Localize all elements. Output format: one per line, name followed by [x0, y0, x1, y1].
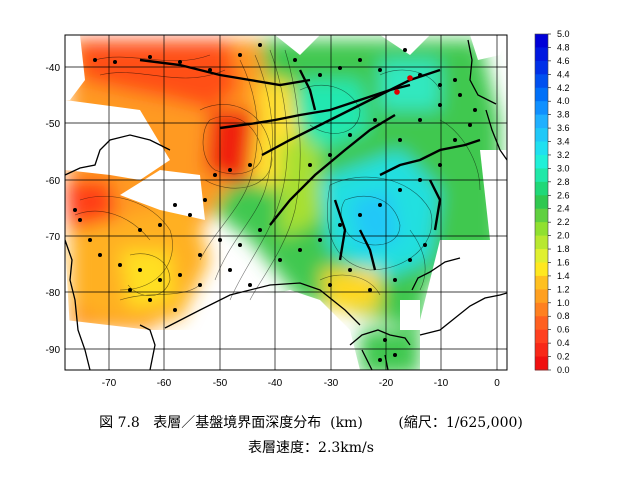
- scale-swatch: [535, 101, 548, 116]
- scale-swatch: [535, 34, 548, 48]
- scale-swatch: [535, 302, 548, 317]
- scale-swatch: [535, 74, 548, 89]
- scale-label: 0.8: [557, 311, 570, 321]
- plot-frame: [64, 34, 508, 371]
- scale-swatch: [535, 128, 548, 143]
- y-tick-label: -50: [46, 119, 61, 130]
- scale-label: 5.0: [557, 29, 570, 39]
- scale-label: 4.6: [557, 56, 570, 66]
- scale-swatch: [535, 289, 548, 304]
- scale-label: 4.2: [557, 83, 570, 93]
- y-axis: -40 -50 -60 -70 -80 -90: [46, 63, 61, 356]
- scale-swatch: [535, 87, 548, 102]
- scale-swatch: [535, 47, 548, 62]
- scale-label: 1.2: [557, 284, 570, 294]
- scale-swatch: [535, 208, 548, 223]
- scale-label: 0.0: [557, 365, 570, 375]
- velocity-note: 表層速度：2.3km/s: [248, 440, 374, 456]
- y-tick-label: -90: [46, 345, 61, 356]
- scale-label: 2.6: [557, 190, 570, 200]
- color-scale-legend: 5.0 4.8 4.6 4.4 4.2 4.0 3.8 3.6 3.4 3.2 3.0 2.8 2.6 2…: [534, 29, 570, 375]
- scale-swatch: [535, 154, 548, 169]
- scale-swatch: [535, 168, 548, 183]
- scale-swatch: [535, 195, 548, 210]
- x-tick-label: -10: [434, 378, 449, 389]
- scale-note: (縮尺：1/625,000): [398, 415, 523, 431]
- x-tick-label: 0: [494, 378, 500, 389]
- grid-lines: [65, 35, 507, 370]
- scale-swatch: [535, 316, 548, 331]
- scale-swatch: [535, 235, 548, 250]
- scale-label: 3.6: [557, 123, 570, 133]
- scale-label: 1.0: [557, 298, 570, 308]
- scale-label: 3.8: [557, 110, 570, 120]
- scale-swatch: [535, 329, 548, 344]
- x-tick-label: -20: [379, 378, 394, 389]
- scale-swatch: [535, 275, 548, 290]
- scale-label: 3.2: [557, 150, 570, 160]
- x-tick-label: -30: [324, 378, 339, 389]
- scale-label: 0.4: [557, 338, 570, 348]
- scale-label: 4.8: [557, 42, 570, 52]
- scale-label: 3.4: [557, 137, 570, 147]
- scale-swatch: [535, 222, 548, 237]
- scale-frame: [534, 33, 549, 371]
- figure-title: 表層／基盤境界面深度分布: [153, 415, 322, 431]
- y-tick-label: -70: [46, 232, 61, 243]
- scale-label: 2.8: [557, 177, 570, 187]
- figure-number: 図 7.8: [99, 415, 140, 431]
- scale-label: 1.6: [557, 257, 570, 267]
- scale-swatch: [535, 181, 548, 196]
- scale-swatch: [535, 114, 548, 129]
- figure-caption: 図 7.8 表層／基盤境界面深度分布 (km) (縮尺：1/625,000): [0, 412, 622, 432]
- x-tick-label: -60: [157, 378, 172, 389]
- scale-swatch: [535, 262, 548, 277]
- y-tick-label: -40: [46, 63, 61, 74]
- x-tick-label: -40: [268, 378, 283, 389]
- scale-label: 2.0: [557, 231, 570, 241]
- scale-label: 2.2: [557, 217, 570, 227]
- scale-label: 3.0: [557, 163, 570, 173]
- scale-label: 0.6: [557, 325, 570, 335]
- scale-label: 2.4: [557, 204, 570, 214]
- x-tick-label: -50: [213, 378, 228, 389]
- scale-swatch: [535, 249, 548, 263]
- unit-label: (km): [330, 415, 363, 431]
- scale-label: 4.4: [557, 69, 570, 79]
- scale-swatch: [535, 343, 548, 358]
- scale-swatch: [535, 60, 548, 75]
- scale-swatch: [535, 141, 548, 156]
- scale-label: 1.8: [557, 244, 570, 254]
- scale-label: 1.4: [557, 271, 570, 281]
- scale-label: 4.0: [557, 96, 570, 106]
- x-tick-label: -70: [102, 378, 117, 389]
- scale-label: 0.2: [557, 352, 570, 362]
- y-tick-label: -80: [46, 288, 61, 299]
- x-axis: -70 -60 -50 -40 -30 -20 -10 0: [102, 378, 500, 389]
- scale-swatch: [535, 356, 548, 371]
- y-tick-label: -60: [46, 176, 61, 187]
